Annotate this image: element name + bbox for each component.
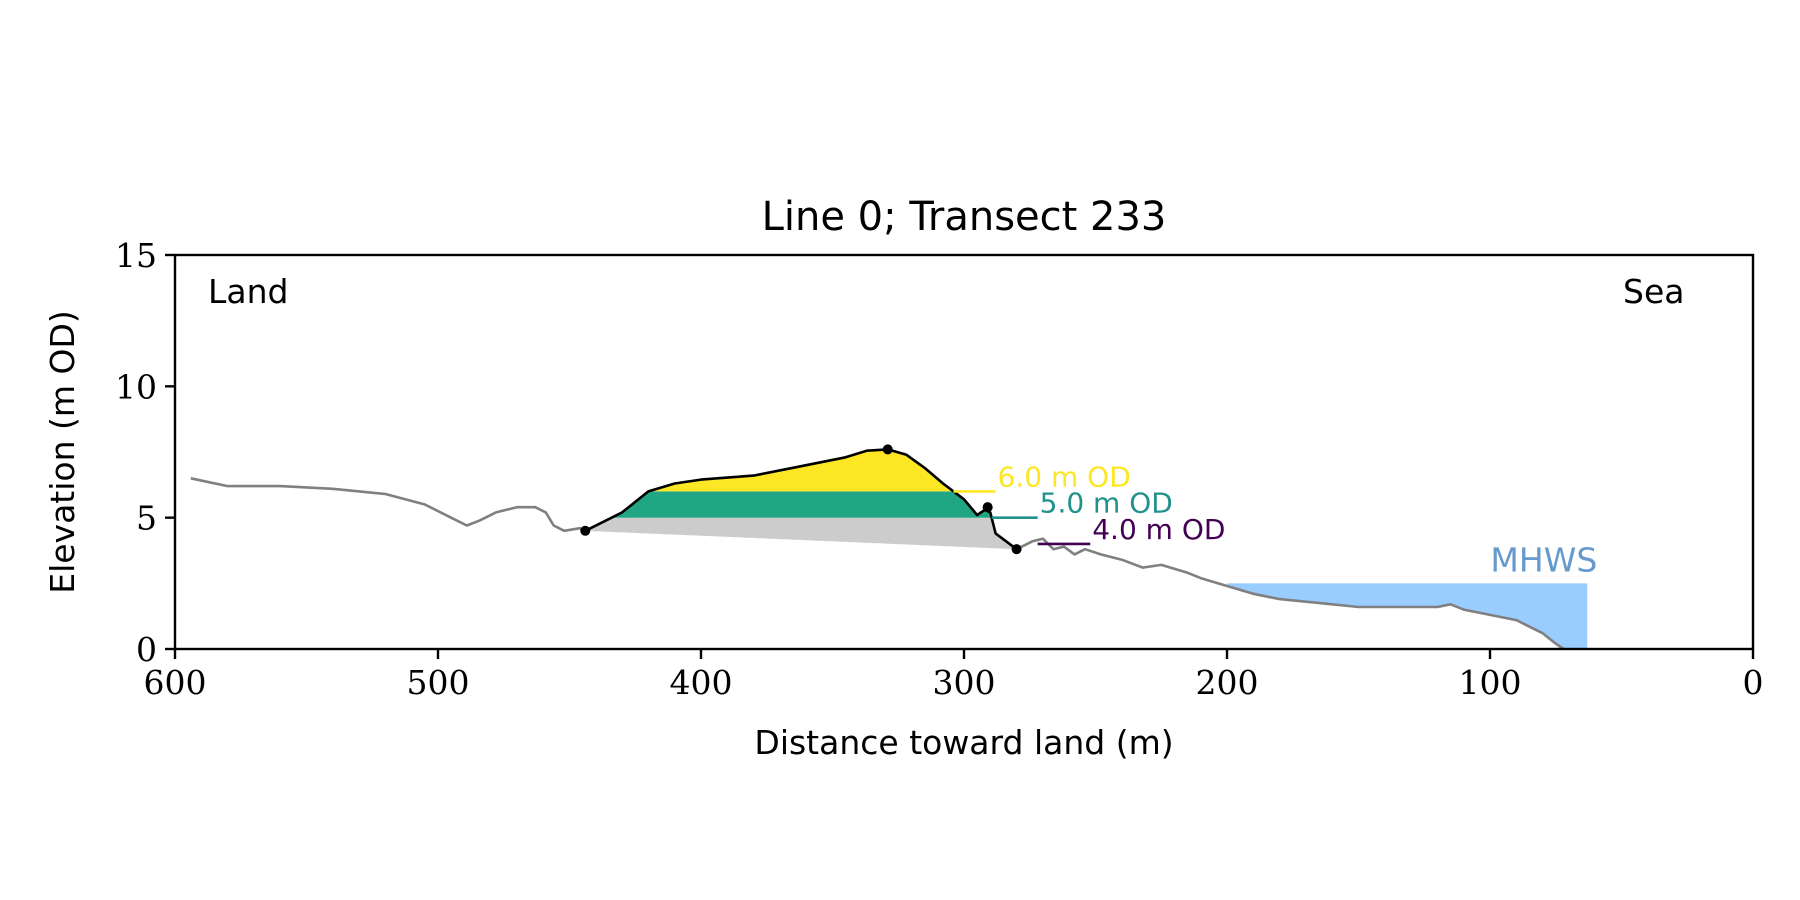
seaward-profile-line: [1016, 537, 1565, 651]
fill-above-6m: [648, 449, 953, 492]
point-heel: [982, 502, 993, 513]
x-tick-label-4: 200: [1196, 663, 1259, 702]
mhws-label: MHWS: [1490, 540, 1597, 579]
level-label-2: 4.0 m OD: [1092, 513, 1225, 546]
fills-layer: [586, 449, 1588, 649]
x-tick-label-3: 300: [933, 663, 996, 702]
level-label-0: 6.0 m OD: [998, 460, 1131, 493]
point-crest: [882, 444, 893, 455]
y-tick-label-0: 0: [136, 630, 157, 669]
x-tick-label-1: 500: [407, 663, 470, 702]
land-label: Land: [208, 272, 288, 311]
points-layer: [580, 444, 1022, 555]
x-tick-label-5: 100: [1459, 663, 1522, 702]
fill-5-6m: [612, 491, 991, 518]
sea-label: Sea: [1623, 272, 1684, 311]
fill-below-5m: [586, 517, 1016, 550]
y-tick-label-2: 10: [115, 367, 157, 406]
x-tick-label-0: 600: [144, 663, 207, 702]
chart-title: Line 0; Transect 233: [762, 194, 1167, 240]
axes-layer: [165, 253, 1755, 659]
x-tick-label-6: 0: [1743, 663, 1764, 702]
landward-profile-line: [190, 477, 586, 533]
point-seaward-toe: [1011, 544, 1022, 555]
level-label-1: 5.0 m OD: [1040, 487, 1173, 520]
x-tick-label-2: 400: [670, 663, 733, 702]
x-axis-label: Distance toward land (m): [754, 723, 1173, 762]
mhws-fill: [1227, 583, 1588, 649]
point-toe: [580, 525, 591, 536]
y-tick-label-3: 15: [115, 236, 157, 275]
y-axis-label: Elevation (m OD): [43, 310, 82, 594]
y-tick-label-1: 5: [136, 499, 157, 538]
